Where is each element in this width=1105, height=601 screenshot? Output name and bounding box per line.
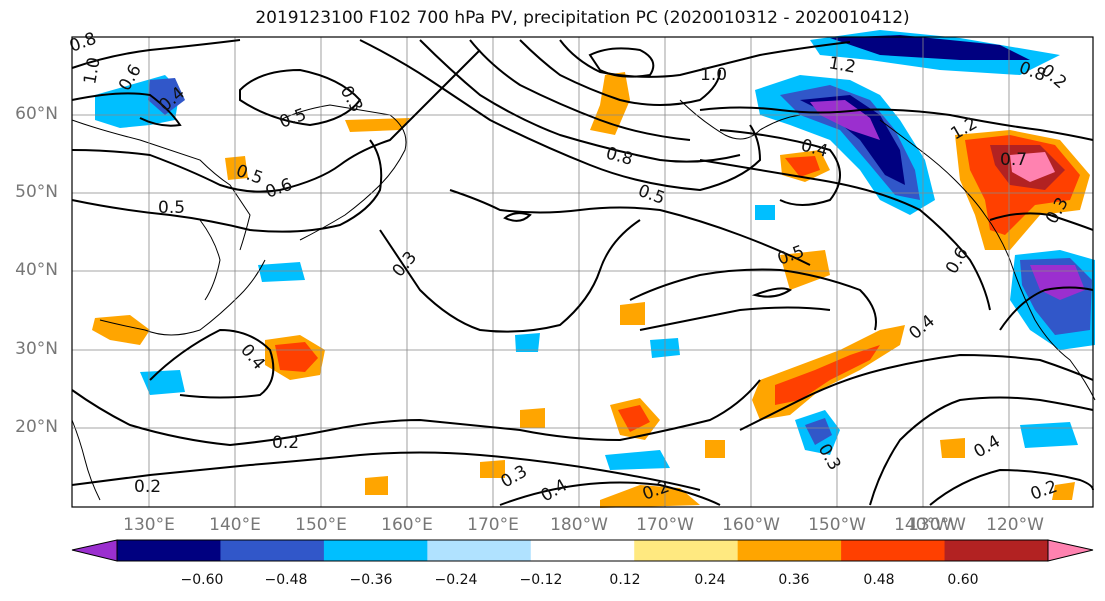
- colorbar-tick: 0.60: [947, 572, 979, 588]
- colorbar-segment: [530, 540, 635, 561]
- lat-label: 60°N: [15, 104, 58, 124]
- colorbar-tick: −0.24: [434, 572, 478, 588]
- contour-label: 0.2: [1028, 477, 1060, 505]
- contour-label: 0.8: [604, 144, 635, 170]
- colorbar-extend-right: [1047, 539, 1094, 562]
- colorbar-segment: [427, 540, 532, 561]
- contour-label: 1.0: [80, 56, 104, 86]
- colorbar-segment: [117, 540, 221, 561]
- colorbar-tick: −0.12: [519, 572, 563, 588]
- contour-label: 0.2: [272, 433, 299, 453]
- colorbar-tick: 0.48: [863, 572, 895, 588]
- contour-label: 0.7: [1000, 150, 1027, 170]
- contour-label: 0.3: [389, 248, 422, 282]
- colorbar-segment: [737, 540, 842, 561]
- graticule: [72, 37, 1093, 507]
- lon-label: 150°W: [808, 515, 866, 535]
- contour-label: 1.2: [827, 53, 857, 77]
- colorbar: [71, 539, 1094, 562]
- colorbar-segment: [841, 540, 946, 561]
- lon-label: 150°E: [295, 515, 347, 535]
- lat-label: 20°N: [15, 417, 58, 437]
- lat-label: 50°N: [15, 182, 58, 202]
- contour-label: 1.0: [700, 65, 727, 85]
- lon-label: 170°E: [467, 515, 519, 535]
- contour-label: 0.5: [233, 161, 265, 189]
- lon-label: 170°W: [636, 515, 694, 535]
- colorbar-tick: 0.24: [694, 572, 726, 588]
- colorbar-segment: [634, 540, 739, 561]
- colorbar-tick: −0.36: [349, 572, 393, 588]
- lat-label: 30°N: [15, 339, 58, 359]
- contour-label: 0.6: [263, 175, 295, 203]
- contour-labels: 0.8 1.0 0.6 0.4 0.3 0.5 1.0 1.2 0.8 0.4 …: [67, 29, 1073, 507]
- contour-label: 0.2: [134, 477, 161, 497]
- lat-label: 40°N: [15, 260, 58, 280]
- contour-label: 0.6: [942, 244, 973, 277]
- lon-label: 140°W: [894, 515, 952, 535]
- lon-label: 130°E: [123, 515, 175, 535]
- colorbar-extend-left: [71, 539, 118, 562]
- colorbar-segment: [944, 540, 1049, 561]
- lon-label: 160°E: [381, 515, 433, 535]
- contour-label: 0.3: [336, 83, 367, 116]
- contour-label: 0.4: [905, 311, 939, 344]
- coastlines: [71, 99, 1096, 501]
- colorbar-segment: [220, 540, 325, 561]
- contour-label: 0.4: [971, 431, 1004, 462]
- colorbar-tick: −0.60: [180, 572, 224, 588]
- map-title: 2019123100 F102 700 hPa PV, precipitatio…: [255, 8, 910, 28]
- lon-label: 180°W: [550, 515, 608, 535]
- lon-label: 130°W: [908, 515, 966, 535]
- map-frame: [71, 36, 1094, 508]
- contour-label: 0.5: [277, 105, 309, 133]
- colorbar-tick: −0.48: [264, 572, 308, 588]
- colorbar-segment: [323, 540, 428, 561]
- lon-label: 140°E: [209, 515, 261, 535]
- pv-contours: [71, 39, 1094, 506]
- contour-label: 0.4: [538, 475, 571, 506]
- colorbar-frame: [116, 539, 1049, 562]
- lon-label: 120°W: [986, 515, 1044, 535]
- contour-label: 0.5: [158, 198, 185, 218]
- colorbar-tick: 0.36: [778, 572, 810, 588]
- colorbar-tick: 0.12: [609, 572, 641, 588]
- lon-label: 160°W: [722, 515, 780, 535]
